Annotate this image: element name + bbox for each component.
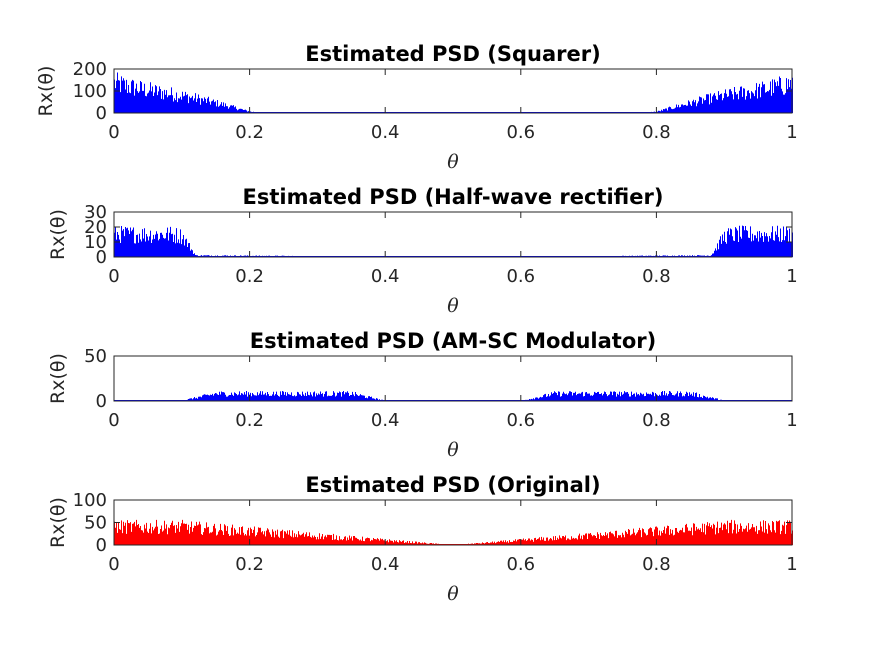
y-axis-label: Rx(θ) [47,353,69,404]
x-tick-label: 0.2 [235,266,264,287]
y-tick-label: 0 [96,103,107,124]
y-tick-label: 30 [84,202,107,223]
y-axis-label: Rx(θ) [47,497,69,548]
x-tick-label: 0.8 [642,554,671,575]
x-tick-label: 0.6 [506,122,535,143]
x-tick-label: 1 [786,122,797,143]
y-tick-label: 50 [84,346,107,367]
psd-bars [114,519,793,545]
x-tick-label: 0.4 [371,410,400,431]
x-tick-label: 0.6 [506,410,535,431]
x-axis-label: θ [447,583,459,605]
x-tick-label: 0.2 [235,122,264,143]
y-tick-label: 20 [84,217,107,238]
chart-title: Estimated PSD (AM-SC Modulator) [250,329,656,353]
chart-panel-4: Estimated PSD (Original) 0 0.2 0.4 0.6 0.8 1 05… [47,473,798,605]
x-tick-label: 0.4 [371,554,400,575]
x-tick-label: 0.2 [235,410,264,431]
y-tick-label: 200 [73,59,107,80]
x-tick-label: 1 [786,266,797,287]
x-tick-label: 0.8 [642,410,671,431]
chart-panel-3: Estimated PSD (AM-SC Modulator) 0 0.2 0.4 0.… [47,329,798,461]
x-tick-label: 0.4 [371,122,400,143]
x-tick-label: 0 [108,410,119,431]
y-axis-label: Rx(θ) [35,66,57,117]
chart-panel-1: Estimated PSD (Squarer) 0 0.2 0.4 0.6 0.8 1 010… [35,42,798,173]
x-tick-label: 0.2 [235,554,264,575]
x-tick-label: 0.6 [506,266,535,287]
y-tick-label: 0 [96,247,107,268]
x-tick-label: 0 [108,122,119,143]
y-tick-label: 0 [96,535,107,556]
x-tick-label: 0.6 [506,554,535,575]
y-tick-label: 100 [73,81,107,102]
x-axis-label: θ [447,295,459,317]
x-tick-label: 0 [108,266,119,287]
x-tick-label: 0.8 [642,266,671,287]
y-tick-label: 100 [73,490,107,511]
plot-area [113,211,793,258]
plot-frame [113,355,793,402]
x-tick-label: 0 [108,554,119,575]
y-axis-label: Rx(θ) [47,209,69,260]
x-tick-label: 1 [786,410,797,431]
x-tick-label: 1 [786,554,797,575]
chart-title: Estimated PSD (Original) [305,473,600,497]
y-tick-label: 10 [84,232,107,253]
x-tick-label: 0.8 [642,122,671,143]
x-axis-label: θ [447,151,459,173]
plot-frame [113,211,793,258]
chart-title: Estimated PSD (Half-wave rectifier) [243,185,664,209]
x-tick-label: 0.4 [371,266,400,287]
x-axis-label: θ [447,439,459,461]
chart-title: Estimated PSD (Squarer) [305,42,600,66]
chart-panel-2: Estimated PSD (Half-wave rectifier) 0 0.2 0… [47,185,798,317]
y-tick-label: 0 [96,391,107,412]
y-tick-label: 50 [84,513,107,534]
